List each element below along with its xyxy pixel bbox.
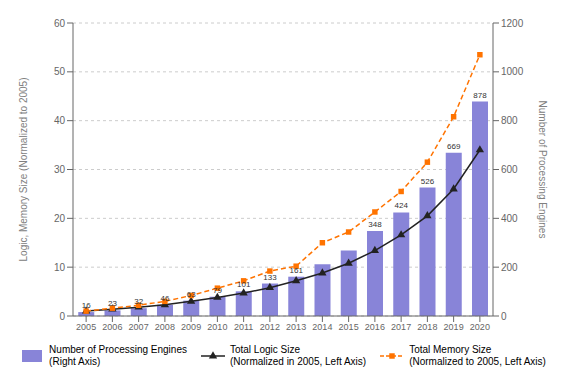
svg-text:50: 50 <box>54 66 66 77</box>
svg-text:30: 30 <box>54 164 66 175</box>
svg-text:2007: 2007 <box>129 322 149 332</box>
svg-text:46: 46 <box>161 294 170 303</box>
svg-text:526: 526 <box>421 177 435 186</box>
svg-text:878: 878 <box>473 91 487 100</box>
svg-text:2013: 2013 <box>286 322 306 332</box>
svg-text:2012: 2012 <box>260 322 280 332</box>
svg-text:23: 23 <box>108 299 117 308</box>
svg-text:20: 20 <box>54 213 66 224</box>
svg-text:800: 800 <box>501 115 518 126</box>
svg-text:0: 0 <box>501 311 507 322</box>
svg-text:2020: 2020 <box>470 322 490 332</box>
svg-text:2011: 2011 <box>234 322 253 332</box>
svg-text:424: 424 <box>395 201 409 210</box>
svg-text:400: 400 <box>501 213 518 224</box>
svg-text:Number of Processing Engines: Number of Processing Engines <box>537 101 548 239</box>
svg-text:2014: 2014 <box>312 322 332 332</box>
svg-text:40: 40 <box>54 115 66 126</box>
svg-text:60: 60 <box>54 18 66 29</box>
svg-text:0: 0 <box>59 311 65 322</box>
svg-text:2009: 2009 <box>181 322 201 332</box>
svg-text:2019: 2019 <box>444 322 464 332</box>
svg-text:200: 200 <box>501 262 518 273</box>
svg-text:669: 669 <box>447 142 461 151</box>
svg-text:2017: 2017 <box>391 322 411 332</box>
svg-text:1000: 1000 <box>501 66 524 77</box>
svg-text:2018: 2018 <box>417 322 437 332</box>
svg-text:2016: 2016 <box>365 322 385 332</box>
svg-text:2006: 2006 <box>102 322 122 332</box>
html-text:Total Logic Size (Normalized i: Total Logic Size (Normalized in 2005, Le… <box>230 344 367 367</box>
svg-text:101: 101 <box>237 280 251 289</box>
html-text:Total Memory Size (Normalized: Total Memory Size (Normalized to 2005, L… <box>409 344 546 367</box>
html-text:Number of Processing Engines (: Number of Processing Engines (Right Axis… <box>49 344 187 367</box>
svg-text:161: 161 <box>290 266 304 275</box>
svg-text:600: 600 <box>501 164 518 175</box>
svg-text:79: 79 <box>213 286 222 295</box>
svg-text:2010: 2010 <box>207 322 227 332</box>
svg-text:2015: 2015 <box>339 322 359 332</box>
svg-text:16: 16 <box>82 301 91 310</box>
svg-text:10: 10 <box>54 262 66 273</box>
svg-text:32: 32 <box>134 297 143 306</box>
svg-text:1200: 1200 <box>501 18 524 29</box>
svg-text:348: 348 <box>368 220 382 229</box>
svg-text:63: 63 <box>187 290 196 299</box>
svg-text:2005: 2005 <box>76 322 96 332</box>
svg-text:2008: 2008 <box>155 322 175 332</box>
svg-text:133: 133 <box>263 273 277 282</box>
svg-text:Logic, Memory Size (Normalized: Logic, Memory Size (Normalized to 2005) <box>18 78 29 262</box>
